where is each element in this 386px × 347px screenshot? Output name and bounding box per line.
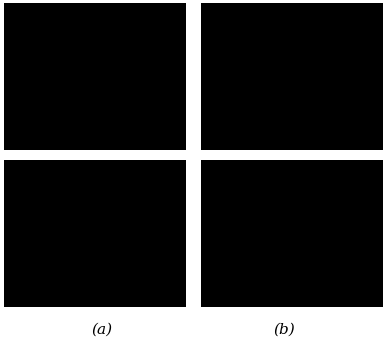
Text: (a): (a) [92,323,113,337]
Text: (b): (b) [273,323,295,337]
